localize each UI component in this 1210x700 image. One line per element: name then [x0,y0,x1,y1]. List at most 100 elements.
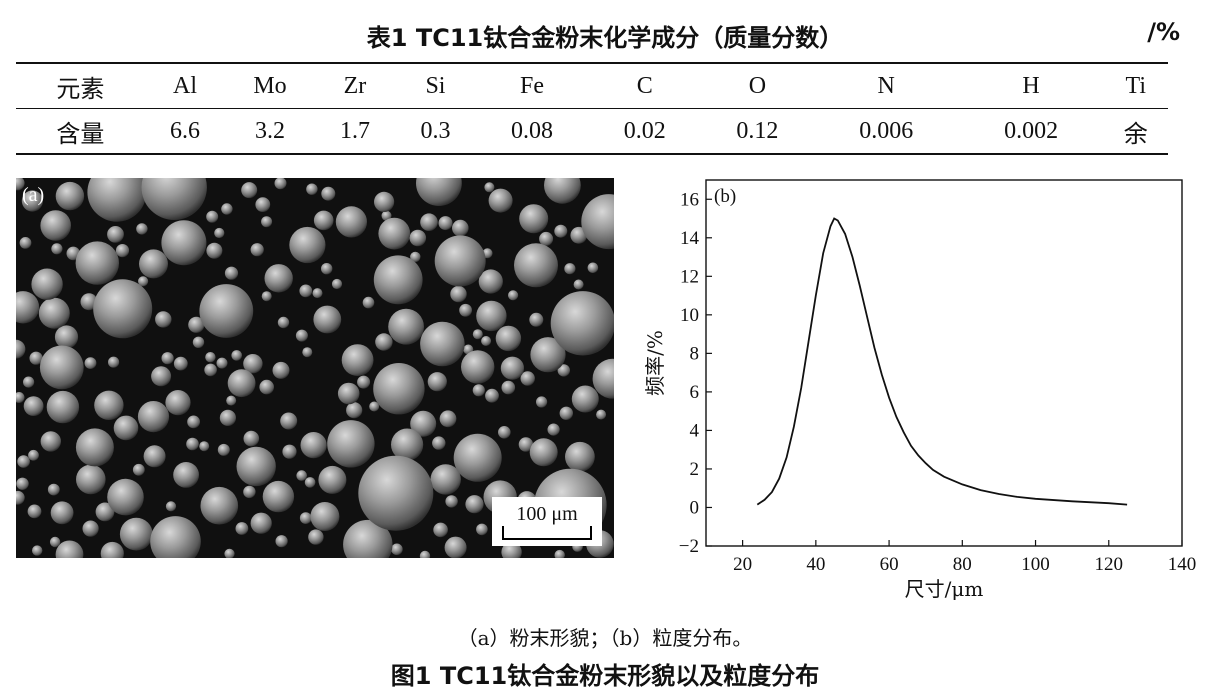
y-tick-label: −2 [679,536,699,557]
powder-particle [373,255,423,305]
scale-bar-label: 100 μm [516,503,578,525]
header-cell: N [813,62,959,109]
powder-particle [227,369,256,398]
y-tick-label: 4 [690,420,700,441]
panel-b-label: (b) [714,186,736,207]
powder-particle [75,428,114,467]
powder-particle [302,347,313,358]
header-cell: H [958,62,1104,109]
header-cell: Si [395,62,476,109]
powder-particle [335,206,367,238]
powder-particle [452,219,469,237]
powder-particle [501,380,516,395]
header-cell: Al [144,62,226,109]
powder-particle [93,279,153,339]
powder-particle [529,438,558,467]
powder-particle [136,223,148,235]
y-tick-label: 0 [690,497,700,518]
x-tick-label: 20 [733,554,752,575]
header-cell: Ti [1103,62,1168,109]
powder-particle [565,441,595,472]
powder-particle [312,288,323,299]
powder-particle [277,316,290,329]
powder-particle [50,501,74,525]
powder-particle [308,529,324,545]
powder-particle [107,478,144,516]
powder-particle [28,449,39,461]
powder-particle [465,495,484,514]
table-cell: 0.3 [395,108,476,155]
powder-particle [100,541,124,558]
powder-particle [216,357,228,369]
powder-particle [275,535,288,548]
y-tick-label: 16 [680,189,699,210]
powder-particle [119,517,153,551]
powder-particle [236,446,276,487]
powder-particle [321,186,336,201]
powder-particle [80,293,98,311]
powder-particle [205,352,216,363]
powder-particle [16,477,29,490]
powder-particle [438,216,453,231]
table-cell: 6.6 [144,108,226,155]
powder-particle [95,502,115,522]
powder-particle [241,182,258,199]
powder-particle [419,550,431,558]
table-row: 含量 6.6 3.2 1.7 0.3 0.08 0.02 0.12 0.006 … [16,108,1168,155]
powder-particle [55,540,84,558]
powder-particle [432,436,446,450]
powder-particle [444,536,467,558]
scale-bar: 100 μm [492,497,602,546]
powder-particle [47,483,60,496]
powder-particle [137,401,170,433]
powder-particle [150,516,201,558]
header-cell: C [588,62,702,109]
powder-particle [187,415,201,429]
powder-particle [139,249,168,279]
powder-particle [346,402,363,419]
y-tick-label: 14 [680,228,700,249]
powder-particle [331,278,343,290]
powder-particle [306,183,318,195]
powder-particle [587,262,599,274]
powder-particle [343,519,393,558]
powder-particle [27,504,42,519]
powder-particle [573,279,584,290]
powder-particle [357,375,371,389]
powder-particle [21,190,43,212]
powder-particle [488,188,513,213]
powder-particle [186,437,199,451]
powder-particle [165,501,177,512]
powder-particle [40,431,61,452]
powder-particle [161,352,174,365]
powder-particle [373,363,425,415]
powder-particle [530,337,566,373]
table-unit: /% [1147,18,1180,46]
x-tick-label: 140 [1168,554,1197,575]
powder-particle [188,316,205,333]
y-tick-label: 12 [680,266,699,287]
powder-particle [40,210,71,241]
table-caption: 表1 TC11钛合金粉末化学成分（质量分数） [366,24,844,52]
powder-particle [261,291,272,302]
powder-particle [391,543,403,556]
powder-particle [82,520,99,537]
table-header-row: 元素 Al Mo Zr Si Fe C O N H Ti [16,62,1168,109]
powder-particle [439,410,457,428]
powder-particle [217,443,230,456]
powder-particle [369,401,380,412]
y-tick-label: 10 [680,305,699,326]
powder-particle [161,220,207,266]
powder-particle [250,243,264,257]
powder-particle [337,382,360,405]
powder-particle [375,333,393,351]
powder-particle [138,276,149,287]
powder-particle [300,432,327,459]
powder-particle [272,361,290,379]
powder-particle [313,305,342,334]
powder-particle [295,329,308,342]
powder-particle [46,390,80,424]
sem-micrograph: (a) 100 μm [16,178,614,558]
powder-particle [453,433,502,482]
powder-particle [519,204,549,234]
